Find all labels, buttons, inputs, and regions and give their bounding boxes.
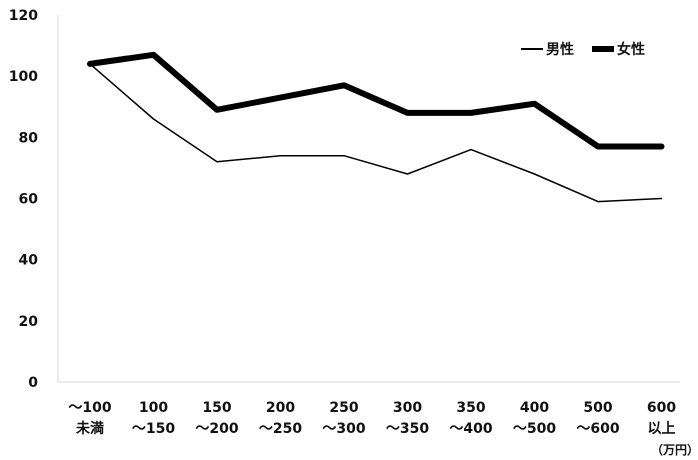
- y-tick-label: 0: [28, 375, 38, 391]
- x-tick-label: ～250: [259, 421, 302, 437]
- x-tick-label: 400: [520, 400, 549, 416]
- x-tick-label: 300: [393, 400, 422, 416]
- y-tick-label: 100: [9, 69, 38, 85]
- series-line-female: [87, 51, 665, 150]
- x-tick-label: ～150: [132, 421, 175, 437]
- y-tick-label: 120: [9, 8, 38, 24]
- x-axis-tick-labels: ～100 未満 100 ～150 150 ～200 200 ～250 250 ～300 300 ～35…: [68, 400, 676, 437]
- x-tick-label: ～100: [68, 400, 111, 416]
- x-tick-label: ～200: [195, 421, 238, 437]
- x-tick-label: 以上: [648, 421, 676, 437]
- x-tick-label: ～300: [322, 421, 365, 437]
- x-tick-label: 350: [456, 400, 485, 416]
- x-tick-label: ～600: [576, 421, 619, 437]
- x-axis-unit: （万円）: [651, 442, 698, 457]
- legend-label-female: 女性: [617, 41, 645, 58]
- x-tick-label: 600: [647, 400, 676, 416]
- x-tick-label: 150: [202, 400, 231, 416]
- x-tick-label: ～500: [513, 421, 556, 437]
- series-lines: [87, 51, 665, 203]
- y-tick-label: 80: [19, 130, 39, 146]
- x-tick-label: 500: [583, 400, 612, 416]
- x-tick-label: ～400: [449, 421, 492, 437]
- y-tick-label: 60: [19, 192, 39, 208]
- y-tick-label: 40: [19, 253, 39, 269]
- series-line-male: [89, 63, 663, 203]
- x-tick-label: 未満: [76, 420, 104, 437]
- legend: 男性 女性: [514, 32, 660, 64]
- y-tick-label: 20: [19, 314, 39, 330]
- x-tick-label: ～350: [386, 421, 429, 437]
- x-tick-label: 100: [139, 400, 168, 416]
- x-tick-label: 200: [266, 400, 295, 416]
- y-axis-tick-labels: 0 20 40 60 80 100 120: [9, 8, 38, 391]
- x-tick-label: 250: [329, 400, 358, 416]
- legend-label-male: 男性: [546, 41, 574, 58]
